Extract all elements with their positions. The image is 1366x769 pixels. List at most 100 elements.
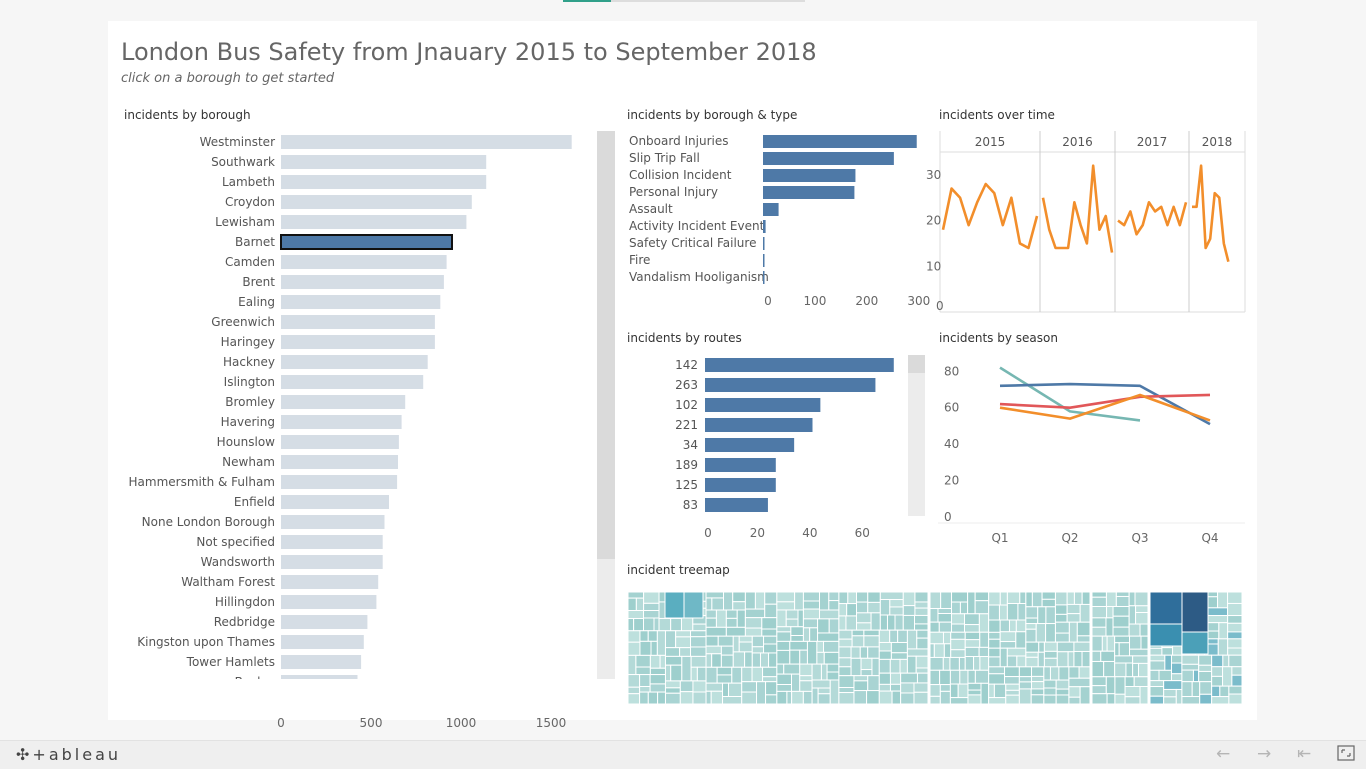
type-bar[interactable] <box>763 186 855 199</box>
borough-scrollbar[interactable] <box>597 131 615 679</box>
treemap-cell <box>647 691 659 705</box>
type-bar[interactable] <box>763 203 779 216</box>
treemap-cell <box>828 600 840 611</box>
borough-bar[interactable] <box>281 335 435 349</box>
treemap-cell <box>705 617 717 628</box>
treemap-cell <box>819 609 840 620</box>
route-bar[interactable] <box>705 498 768 512</box>
treemap-cell <box>1006 647 1027 657</box>
borough-bar[interactable] <box>281 395 406 409</box>
borough-label: Camden <box>225 255 275 269</box>
borough-bar[interactable] <box>281 295 441 309</box>
treemap-cell <box>1106 635 1116 652</box>
treemap-cell <box>776 631 792 642</box>
type-bar[interactable] <box>763 254 765 267</box>
treemap-cell <box>1031 681 1045 690</box>
borough-bar[interactable] <box>281 535 383 549</box>
route-bar[interactable] <box>705 378 876 392</box>
borough-bar[interactable] <box>281 515 385 529</box>
borough-bar[interactable] <box>281 495 389 509</box>
revert-icon[interactable]: ⇤ <box>1297 744 1312 764</box>
route-x-tick: 20 <box>750 526 765 540</box>
type-bar[interactable] <box>763 169 856 182</box>
treemap-cell <box>802 608 821 620</box>
treemap-cell <box>1056 641 1075 653</box>
borough-bar[interactable] <box>281 435 399 449</box>
treemap-cell <box>776 690 788 705</box>
treemap-cell <box>851 635 865 648</box>
borough-bar[interactable] <box>281 275 444 289</box>
borough-bar[interactable] <box>281 135 572 149</box>
treemap-cell <box>929 591 942 610</box>
borough-bar[interactable] <box>281 655 362 669</box>
treemap-cell <box>1073 650 1083 668</box>
treemap-cell <box>902 614 916 631</box>
incident-treemap[interactable] <box>627 591 1243 705</box>
undo-icon[interactable]: ← <box>1216 744 1231 764</box>
treemap-cell <box>979 656 990 671</box>
type-bar[interactable] <box>763 135 917 148</box>
borough-bar[interactable] <box>281 315 435 329</box>
borough-bar[interactable] <box>281 155 487 169</box>
borough-bar[interactable] <box>281 455 398 469</box>
borough-bar[interactable] <box>281 175 487 189</box>
borough-bar[interactable] <box>281 635 364 649</box>
treemap-cell <box>855 612 872 624</box>
borough-bar[interactable] <box>281 195 472 209</box>
borough-bar[interactable] <box>281 415 402 429</box>
treemap-cell <box>642 610 660 619</box>
treemap-cell <box>878 650 892 660</box>
routes-scrollbar-thumb[interactable] <box>908 355 925 373</box>
treemap-cell <box>1081 591 1091 605</box>
type-bar[interactable] <box>763 220 766 233</box>
type-bar[interactable] <box>763 237 765 250</box>
treemap-cell <box>964 646 980 658</box>
treemap-cell <box>728 682 743 698</box>
borough-bar[interactable] <box>281 375 424 389</box>
borough-bar[interactable] <box>281 475 398 489</box>
borough-bar[interactable] <box>281 675 358 689</box>
treemap-cell <box>690 630 707 638</box>
treemap-cell <box>1114 642 1120 657</box>
borough-bar[interactable] <box>281 555 383 569</box>
borough-bar[interactable] <box>281 615 368 629</box>
fullscreen-icon[interactable] <box>1337 745 1355 766</box>
borough-bar[interactable] <box>281 595 377 609</box>
treemap-cell <box>951 591 969 603</box>
route-bar[interactable] <box>705 398 821 412</box>
borough-bar-chart[interactable]: Westminster Southwark Lambeth Croydon Lewish… <box>120 128 620 730</box>
treemap-cell <box>1025 641 1040 653</box>
treemap-cell <box>764 591 778 605</box>
treemap-cell <box>1227 638 1243 649</box>
borough-scrollbar-thumb[interactable] <box>597 131 615 559</box>
time-y-tick: 10 <box>926 259 941 273</box>
treemap-cell <box>900 672 918 684</box>
route-bar[interactable] <box>705 358 894 372</box>
type-bar[interactable] <box>763 152 894 165</box>
type-bar[interactable] <box>763 271 765 284</box>
treemap-cell <box>1073 641 1091 652</box>
treemap-cell <box>639 640 652 656</box>
borough-bar[interactable] <box>281 215 467 229</box>
borough-bar[interactable] <box>281 255 447 269</box>
borough-bar[interactable] <box>281 575 379 589</box>
season-line-chart[interactable]: 0 20 40 60 80 Q1 Q2 Q3 Q4 <box>930 352 1250 547</box>
borough-bars-group: Westminster Southwark Lambeth Croydon Lewish… <box>129 135 572 689</box>
route-bar[interactable] <box>705 418 813 432</box>
treemap-cell <box>1163 688 1177 698</box>
route-bar[interactable] <box>705 438 795 452</box>
routes-bar-chart[interactable]: 142 263 102 221 34 189 125 83 0 20 40 60 <box>620 352 930 547</box>
treemap-cell <box>1091 635 1103 652</box>
time-line-chart[interactable]: 2015 2016 2017 2018 0 10 20 30 <box>926 128 1250 318</box>
season-y-tick: 60 <box>944 401 959 415</box>
redo-icon[interactable]: → <box>1257 744 1272 764</box>
route-bar[interactable] <box>705 478 776 492</box>
borough-bar[interactable] <box>281 355 428 369</box>
borough-bar[interactable] <box>280 234 453 250</box>
type-bar-chart[interactable]: Onboard Injuries Slip Trip Fall Collision … <box>620 128 930 313</box>
route-bar[interactable] <box>705 458 776 472</box>
tableau-logo[interactable]: ✣+ableau <box>16 745 121 764</box>
routes-scrollbar[interactable] <box>908 355 925 516</box>
treemap-cell <box>751 646 765 654</box>
treemap-cell <box>889 672 902 685</box>
